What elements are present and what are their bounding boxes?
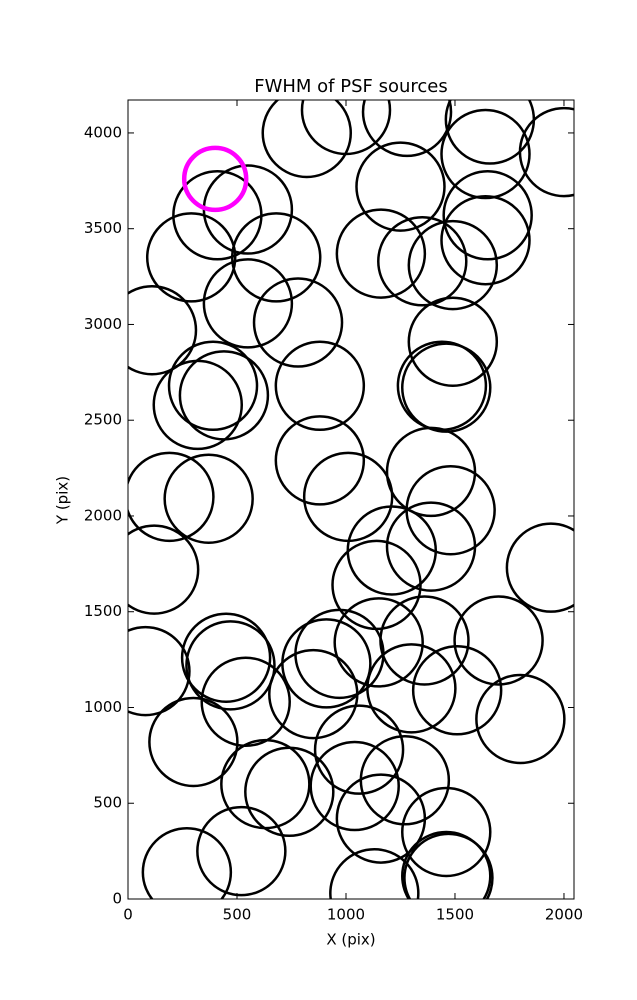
x-tick-label: 1000 — [327, 906, 365, 924]
point — [148, 696, 239, 788]
point — [274, 415, 366, 506]
y-axis-label: Y (pix) — [54, 476, 72, 525]
point — [244, 746, 335, 838]
point — [385, 426, 477, 518]
y-tick-label: 4000 — [84, 123, 122, 141]
point — [407, 219, 499, 311]
point — [333, 597, 424, 688]
point — [152, 359, 244, 451]
axes-frame — [127, 99, 575, 900]
point — [453, 595, 544, 686]
point — [185, 620, 276, 711]
x-tick-label: 500 — [223, 906, 252, 924]
y-tick-label: 0 — [112, 890, 122, 908]
point — [407, 296, 499, 387]
point — [180, 612, 272, 703]
point — [274, 340, 366, 431]
x-tick-label: 1500 — [436, 906, 474, 924]
y-tick-label: 3500 — [84, 219, 122, 237]
point — [518, 106, 574, 198]
point — [261, 100, 352, 179]
point — [252, 277, 344, 368]
point — [128, 284, 198, 376]
point — [181, 145, 249, 213]
point — [385, 501, 477, 592]
x-axis-label: X (pix) — [326, 931, 375, 949]
point — [196, 805, 287, 897]
point — [440, 108, 531, 200]
point — [313, 704, 405, 795]
point — [163, 453, 254, 544]
point — [202, 258, 294, 349]
y-tick-label: 2000 — [84, 506, 122, 524]
y-tick-label: 1000 — [84, 698, 122, 716]
point — [128, 625, 191, 717]
point — [145, 212, 237, 303]
point — [355, 141, 446, 232]
point — [268, 648, 359, 740]
point — [230, 212, 322, 303]
point — [335, 773, 427, 864]
y-tick-label: 3000 — [84, 315, 122, 333]
x-tick-label: 2000 — [545, 906, 583, 924]
point — [309, 740, 400, 832]
point — [141, 826, 233, 899]
y-tick-label: 500 — [93, 794, 122, 812]
point — [377, 216, 468, 307]
y-tick-label: 1500 — [84, 602, 122, 620]
point — [411, 644, 503, 736]
point — [128, 524, 200, 615]
point — [440, 194, 531, 286]
point — [128, 451, 215, 543]
y-tick-label: 2500 — [84, 411, 122, 429]
point — [329, 848, 420, 899]
x-tick-label: 0 — [123, 906, 133, 924]
point — [366, 643, 457, 734]
plot-area — [128, 100, 574, 899]
point — [300, 100, 392, 156]
point — [401, 830, 492, 899]
chart-title: FWHM of PSF sources — [254, 76, 448, 97]
point — [167, 340, 259, 431]
point — [335, 208, 427, 299]
point — [401, 786, 492, 878]
point — [403, 832, 494, 899]
point — [475, 673, 566, 765]
point — [442, 170, 533, 261]
point — [361, 100, 453, 158]
point — [505, 522, 574, 613]
